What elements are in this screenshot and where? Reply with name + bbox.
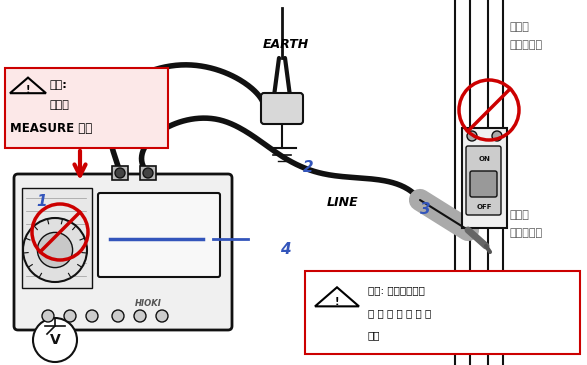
Circle shape <box>115 168 125 178</box>
Text: 电源侧: 电源侧 <box>510 22 530 32</box>
Text: OFF: OFF <box>477 204 492 210</box>
Circle shape <box>467 131 477 141</box>
Circle shape <box>42 310 54 322</box>
Circle shape <box>23 218 87 282</box>
Text: 4: 4 <box>280 242 291 257</box>
Text: ON: ON <box>478 156 490 162</box>
Text: 负载侧: 负载侧 <box>510 210 530 220</box>
Text: 3: 3 <box>420 203 430 218</box>
FancyBboxPatch shape <box>5 68 168 148</box>
Circle shape <box>112 310 124 322</box>
Text: !: ! <box>335 297 339 307</box>
Circle shape <box>492 131 502 141</box>
Circle shape <box>143 168 153 178</box>
Text: EARTH: EARTH <box>263 38 309 51</box>
Text: （初级侧）: （初级侧） <box>510 40 543 50</box>
FancyBboxPatch shape <box>261 93 303 124</box>
Text: 2: 2 <box>303 161 313 176</box>
Text: 上。: 上。 <box>368 330 380 340</box>
Circle shape <box>86 310 98 322</box>
Text: 不按下: 不按下 <box>50 100 70 110</box>
Circle shape <box>64 310 76 322</box>
Text: 注意:: 注意: <box>50 80 68 90</box>
Text: MEASURE 键。: MEASURE 键。 <box>10 122 92 135</box>
Text: LINE: LINE <box>326 196 358 208</box>
FancyBboxPatch shape <box>14 174 232 330</box>
Circle shape <box>38 233 73 268</box>
Text: 1: 1 <box>36 195 48 210</box>
Circle shape <box>134 310 146 322</box>
Bar <box>112 166 128 180</box>
FancyBboxPatch shape <box>98 193 220 277</box>
Text: HIOKI: HIOKI <box>135 300 161 308</box>
Text: 断 路 器 的 次 级 侧: 断 路 器 的 次 级 侧 <box>368 308 431 318</box>
FancyBboxPatch shape <box>466 146 501 215</box>
FancyBboxPatch shape <box>462 128 507 228</box>
Bar <box>22 188 92 288</box>
Text: 注意: 请务必连接到: 注意: 请务必连接到 <box>368 285 425 295</box>
Circle shape <box>33 318 77 362</box>
Bar <box>140 166 156 180</box>
FancyBboxPatch shape <box>305 271 580 354</box>
Text: （次级侧）: （次级侧） <box>510 228 543 238</box>
Text: !: ! <box>26 85 31 95</box>
Circle shape <box>156 310 168 322</box>
FancyBboxPatch shape <box>470 171 497 197</box>
Text: V: V <box>50 333 60 347</box>
